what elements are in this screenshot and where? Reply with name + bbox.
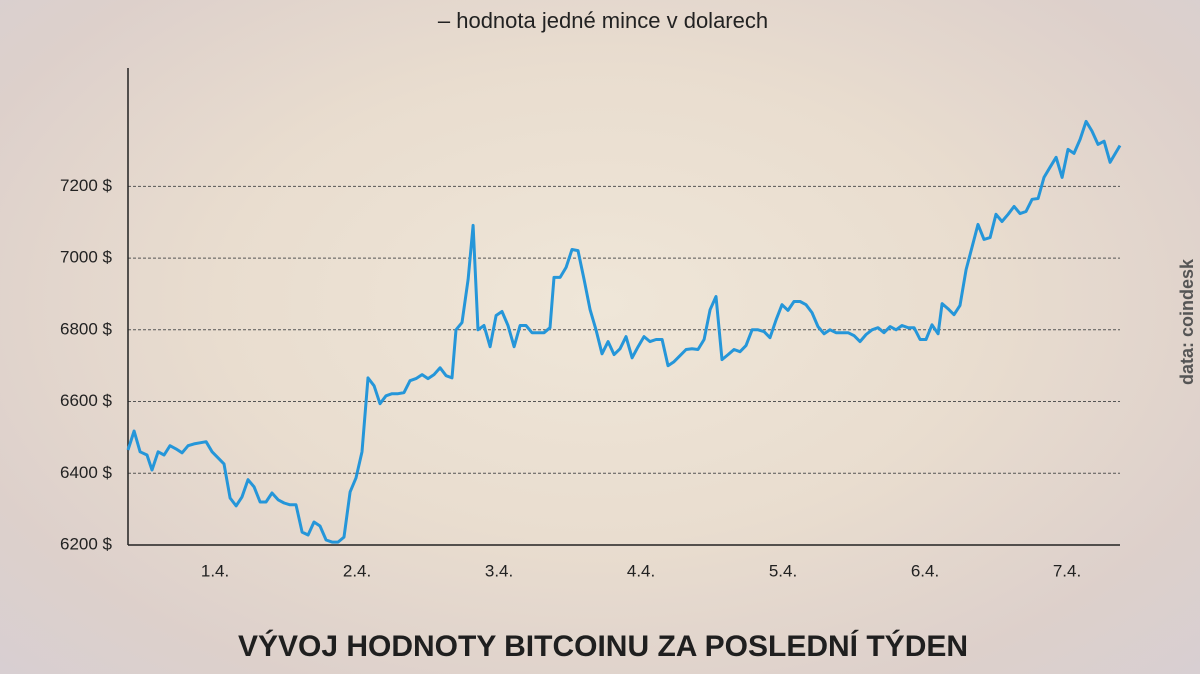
x-tick-label: 5.4.	[769, 561, 797, 580]
y-tick-label: 6200 $	[60, 534, 113, 553]
y-tick-label: 6400 $	[60, 463, 113, 482]
x-tick-label: 4.4.	[627, 561, 655, 580]
price-line	[126, 119, 1122, 544]
y-tick-label: 6800 $	[60, 319, 113, 338]
chart-subtitle: – hodnota jedné mince v dolarech	[438, 8, 768, 33]
x-tick-label: 7.4.	[1053, 561, 1081, 580]
source-note: data: coindesk	[1177, 258, 1197, 385]
x-tick-label: 2.4.	[343, 561, 371, 580]
x-tick-label: 1.4.	[201, 561, 229, 580]
y-tick-label: 7000 $	[60, 248, 113, 267]
y-tick-label: 7200 $	[60, 176, 113, 195]
chart-title: VÝVOJ HODNOTY BITCOINU ZA POSLEDNÍ TÝDEN	[238, 629, 968, 663]
x-tick-label: 3.4.	[485, 561, 513, 580]
y-tick-label: 6600 $	[60, 391, 113, 410]
x-tick-label: 6.4.	[911, 561, 939, 580]
